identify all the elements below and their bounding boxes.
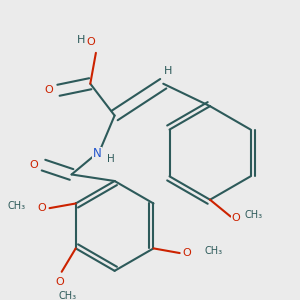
Text: H: H <box>107 154 115 164</box>
Text: H: H <box>77 35 85 45</box>
Text: O: O <box>56 277 64 287</box>
Text: O: O <box>38 203 46 213</box>
Text: H: H <box>164 66 172 76</box>
Text: CH₃: CH₃ <box>58 291 76 300</box>
Text: O: O <box>232 213 241 224</box>
Text: CH₃: CH₃ <box>204 246 222 256</box>
Text: N: N <box>92 147 101 161</box>
Text: O: O <box>30 160 38 170</box>
Text: CH₃: CH₃ <box>7 201 25 211</box>
Text: O: O <box>86 37 95 46</box>
Text: O: O <box>45 85 53 95</box>
Text: CH₃: CH₃ <box>244 210 262 220</box>
Text: O: O <box>183 248 192 258</box>
